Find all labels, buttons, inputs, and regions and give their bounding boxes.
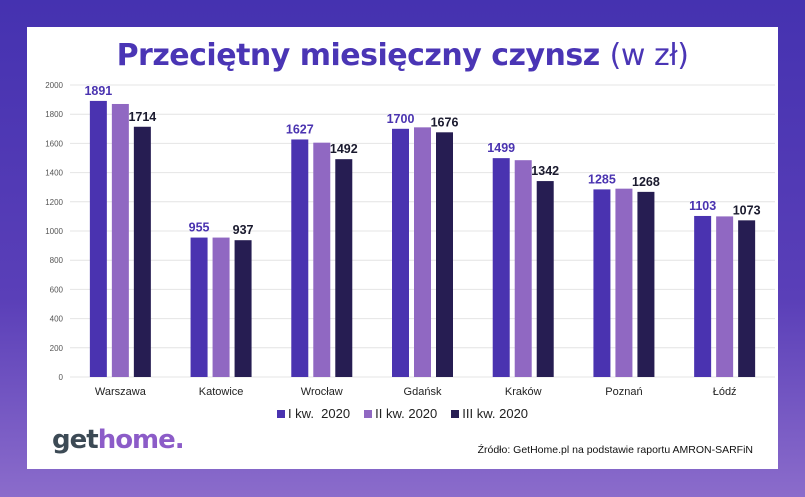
- data-label: 1103: [689, 199, 716, 213]
- bar: [414, 127, 431, 377]
- data-label: 1268: [632, 175, 660, 189]
- source-note: Źródło: GetHome.pl na podstawie raportu …: [477, 444, 753, 456]
- x-tick-label: Warszawa: [95, 386, 147, 398]
- data-label: 1627: [286, 122, 314, 136]
- legend-label: II kw. 2020: [375, 406, 438, 421]
- data-label: 1285: [588, 172, 616, 186]
- data-label: 1714: [128, 110, 156, 124]
- bar: [335, 159, 353, 377]
- legend-swatch: [276, 410, 285, 418]
- bar: [738, 220, 756, 377]
- bar: [313, 142, 331, 377]
- y-tick-label: 1200: [45, 198, 63, 207]
- legend-swatch: [451, 410, 460, 418]
- y-tick-label: 1000: [45, 227, 63, 236]
- y-tick-label: 600: [50, 285, 64, 294]
- y-tick-label: 1800: [45, 110, 63, 119]
- data-label: 1499: [487, 141, 515, 155]
- bar: [716, 216, 734, 377]
- y-tick-label: 0: [59, 373, 64, 382]
- legend-item: II kw. 2020: [364, 406, 437, 421]
- bar: [234, 240, 252, 377]
- bar: [637, 191, 655, 377]
- x-tick-label: Gdańsk: [404, 386, 442, 398]
- y-tick-label: 1600: [45, 139, 63, 148]
- y-tick-label: 2000: [45, 81, 63, 90]
- bar: [593, 189, 611, 377]
- title-unit: (w zł): [609, 38, 689, 73]
- bar: [492, 158, 510, 377]
- bar: [694, 215, 712, 377]
- data-label: 1073: [733, 203, 761, 217]
- x-tick-label: Łódź: [713, 386, 737, 398]
- data-label: 955: [189, 221, 210, 235]
- legend-item: I kw. 2020: [276, 406, 351, 421]
- y-tick-label: 1400: [45, 169, 63, 178]
- legend-item: III kw. 2020: [451, 406, 528, 421]
- data-label: 1676: [431, 115, 459, 129]
- title-text: Przeciętny miesięczny czynsz: [116, 38, 601, 73]
- gethome-logo: gethome.: [52, 425, 185, 455]
- bar: [392, 128, 409, 377]
- data-label: 1492: [330, 142, 358, 156]
- y-tick-label: 400: [50, 315, 64, 324]
- chart-title: Przeciętny miesięczny czynsz (w zł): [0, 38, 805, 73]
- x-tick-label: Wrocław: [301, 386, 343, 398]
- bar: [536, 181, 554, 377]
- data-label: 1700: [387, 112, 415, 126]
- legend-swatch: [364, 410, 373, 418]
- x-tick-label: Katowice: [199, 386, 244, 398]
- bar: [212, 237, 230, 377]
- legend: I kw. 2020 II kw. 2020 III kw. 2020: [0, 406, 805, 421]
- x-tick-label: Kraków: [505, 386, 542, 398]
- bar: [190, 237, 208, 377]
- x-tick-label: Poznań: [605, 386, 642, 398]
- bar: [514, 160, 532, 377]
- legend-label: I kw. 2020: [287, 406, 351, 421]
- legend-label: III kw. 2020: [462, 406, 529, 421]
- data-label: 937: [233, 223, 254, 237]
- bar: [133, 126, 151, 377]
- data-label: 1891: [84, 84, 112, 98]
- bar: [89, 100, 107, 377]
- bar: [291, 139, 309, 377]
- bar: [111, 103, 129, 377]
- y-tick-label: 200: [50, 344, 64, 353]
- data-label: 1342: [531, 164, 559, 178]
- bar: [436, 132, 453, 377]
- y-tick-label: 800: [50, 256, 64, 265]
- bar: [615, 188, 633, 377]
